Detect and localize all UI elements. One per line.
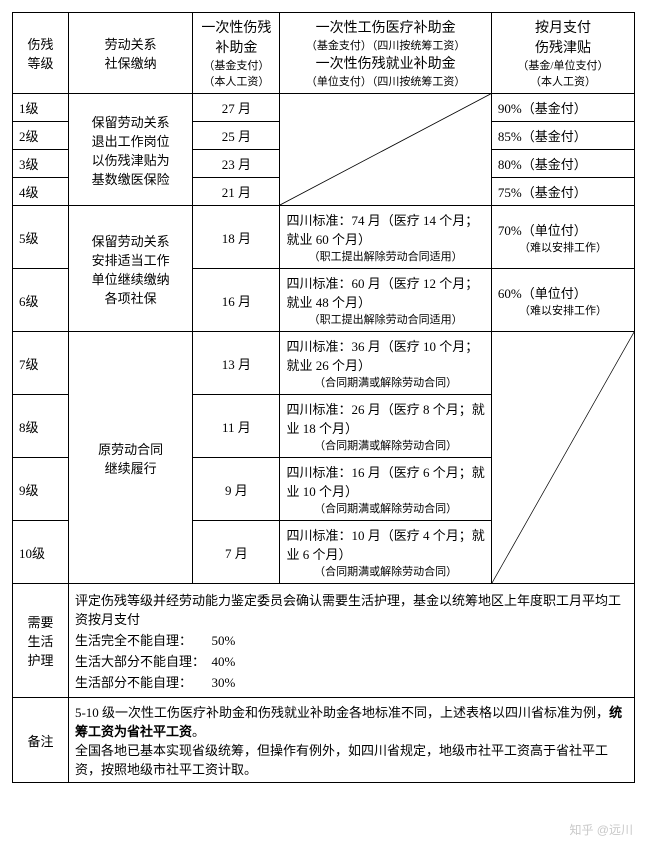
cell-std: 四川标准：26 月（医疗 8 个月；就业 18 个月） （合同期满或解除劳动合同… [280,395,491,458]
table-header-row: 伤残 等级 劳动关系 社保缴纳 一次性伤残补助金 （基金支付） （本人工资） 一… [13,13,635,94]
cell-grade: 2级 [13,122,69,150]
hdr-emp-sub: （单位支付）（四川按统筹工资） [286,73,484,89]
row-remark: 备注 5-10 级一次性工伤医疗补助金和伤残就业补助金各地标准不同，上述表格以四… [13,698,635,783]
cell-relation-14: 保留劳动关系 退出工作岗位 以伤残津贴为 基数缴医保险 [68,94,192,206]
cell-grade: 6级 [13,269,69,332]
cell-grade: 7级 [13,332,69,395]
cell-grade: 5级 [13,206,69,269]
cell-grade: 9级 [13,458,69,521]
cell-months: 9 月 [193,458,280,521]
cell-grade: 4级 [13,178,69,206]
cell-months: 11 月 [193,395,280,458]
hdr-medical-employ: 一次性工伤医疗补助金 （基金支付）（四川按统筹工资） 一次性伤残就业补助金 （单… [280,13,491,94]
cell-months: 21 月 [193,178,280,206]
hdr-relation: 劳动关系 社保缴纳 [68,13,192,94]
care-intro: 评定伤残等级并经劳动能力鉴定委员会确认需要生活护理，基金以统筹地区上年度职工月平… [75,590,628,628]
cell-std: 四川标准：36 月（医疗 10 个月；就业 26 个月） （合同期满或解除劳动合… [280,332,491,395]
cell-diagonal-14 [280,94,491,206]
care-line-1: 生活完全不能自理： 50% [75,630,628,649]
row-grade-7: 7级 原劳动合同 继续履行 13 月 四川标准：36 月（医疗 10 个月；就业… [13,332,635,395]
care-line-2: 生活大部分不能自理： 40% [75,651,628,670]
cell-std: 四川标准：74 月（医疗 14 个月；就业 60 个月） （职工提出解除劳动合同… [280,206,491,269]
watermark: 知乎 @远川 [569,821,633,838]
remark-content: 5-10 级一次性工伤医疗补助金和伤残就业补助金各地标准不同，上述表格以四川省标… [68,698,634,783]
hdr-lumpsum: 一次性伤残补助金 （基金支付） （本人工资） [193,13,280,94]
cell-allow: 90%（基金付） [491,94,634,122]
hdr-med-sub: （基金支付）（四川按统筹工资） [286,37,484,53]
row-grade-5: 5级 保留劳动关系 安排适当工作 单位继续缴纳 各项社保 18 月 四川标准：7… [13,206,635,269]
remark-p2: 全国各地已基本实现省级统筹，但操作有例外，如四川省规定，地级市社平工资高于省社平… [75,740,628,778]
cell-months: 18 月 [193,206,280,269]
remark-label: 备注 [13,698,69,783]
hdr-relation-l1: 劳动关系 [105,37,157,52]
hdr-relation-l2: 社保缴纳 [105,56,157,71]
hdr-med-main: 一次性工伤医疗补助金 [316,21,456,36]
cell-months: 7 月 [193,521,280,584]
compensation-table: 伤残 等级 劳动关系 社保缴纳 一次性伤残补助金 （基金支付） （本人工资） 一… [12,12,635,783]
cell-grade: 10级 [13,521,69,584]
hdr-lumpsum-main: 一次性伤残补助金 [201,21,271,56]
hdr-lumpsum-sub1: （基金支付） [199,57,273,73]
cell-months: 27 月 [193,94,280,122]
cell-allow: 85%（基金付） [491,122,634,150]
cell-months: 13 月 [193,332,280,395]
cell-months: 25 月 [193,122,280,150]
cell-months: 16 月 [193,269,280,332]
cell-grade: 1级 [13,94,69,122]
care-content: 评定伤残等级并经劳动能力鉴定委员会确认需要生活护理，基金以统筹地区上年度职工月平… [68,584,634,698]
hdr-monthly-l2: 伤残津贴 [535,41,591,56]
cell-relation-56: 保留劳动关系 安排适当工作 单位继续缴纳 各项社保 [68,206,192,332]
cell-grade: 8级 [13,395,69,458]
hdr-grade-l1: 伤残 [27,37,53,52]
hdr-grade-l2: 等级 [27,56,53,71]
cell-std: 四川标准：10 月（医疗 4 个月；就业 6 个月） （合同期满或解除劳动合同） [280,521,491,584]
hdr-monthly-sub1: （基金/单位支付） [498,57,628,73]
cell-diagonal-710 [491,332,634,584]
hdr-grade: 伤残 等级 [13,13,69,94]
row-grade-1: 1级 保留劳动关系 退出工作岗位 以伤残津贴为 基数缴医保险 27 月 90%（… [13,94,635,122]
cell-allow: 70%（单位付） （难以安排工作） [491,206,634,269]
care-line-3: 生活部分不能自理： 30% [75,672,628,691]
cell-allow: 60%（单位付） （难以安排工作） [491,269,634,332]
hdr-monthly-sub2: （本人工资） [498,73,628,89]
care-label: 需要 生活 护理 [13,584,69,698]
hdr-monthly: 按月支付 伤残津贴 （基金/单位支付） （本人工资） [491,13,634,94]
cell-allow: 75%（基金付） [491,178,634,206]
cell-grade: 3级 [13,150,69,178]
cell-allow: 80%（基金付） [491,150,634,178]
cell-std: 四川标准：16 月（医疗 6 个月；就业 10 个月） （合同期满或解除劳动合同… [280,458,491,521]
cell-months: 23 月 [193,150,280,178]
hdr-lumpsum-sub2: （本人工资） [199,73,273,89]
hdr-monthly-l1: 按月支付 [535,21,591,36]
row-care: 需要 生活 护理 评定伤残等级并经劳动能力鉴定委员会确认需要生活护理，基金以统筹… [13,584,635,698]
cell-relation-710: 原劳动合同 继续履行 [68,332,192,584]
hdr-emp-main: 一次性伤残就业补助金 [316,57,456,72]
cell-std: 四川标准：60 月（医疗 12 个月；就业 48 个月） （职工提出解除劳动合同… [280,269,491,332]
remark-p1: 5-10 级一次性工伤医疗补助金和伤残就业补助金各地标准不同，上述表格以四川省标… [75,702,628,740]
